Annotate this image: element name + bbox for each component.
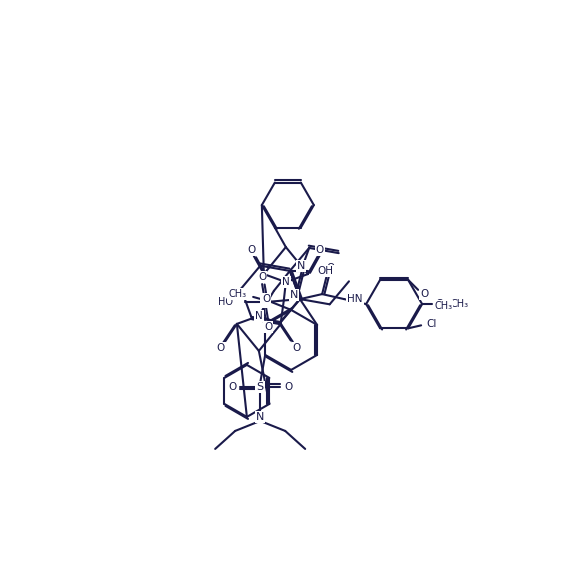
Text: N: N (282, 277, 290, 287)
Text: O: O (316, 245, 324, 255)
Text: O: O (264, 322, 272, 332)
Text: OH: OH (318, 266, 334, 276)
Text: O: O (284, 382, 292, 392)
Text: Cl: Cl (426, 320, 436, 329)
Text: HN: HN (347, 294, 363, 304)
Text: N: N (256, 412, 264, 422)
Text: S: S (256, 382, 264, 392)
Text: N: N (290, 290, 298, 300)
Text: O: O (258, 272, 266, 282)
Text: O: O (248, 245, 256, 255)
Text: O: O (420, 289, 428, 299)
Text: O: O (228, 382, 236, 392)
Text: CH₃: CH₃ (434, 301, 452, 311)
Text: O: O (293, 343, 301, 353)
Text: O: O (262, 294, 271, 304)
Text: O: O (326, 263, 335, 273)
Text: CH₃: CH₃ (228, 289, 246, 299)
Text: CH₃: CH₃ (450, 299, 468, 309)
Text: N: N (255, 311, 263, 321)
Text: N: N (297, 261, 305, 271)
Text: O: O (435, 299, 443, 309)
Text: HO: HO (218, 297, 233, 307)
Text: S: S (261, 297, 269, 307)
Text: O: O (217, 343, 225, 353)
